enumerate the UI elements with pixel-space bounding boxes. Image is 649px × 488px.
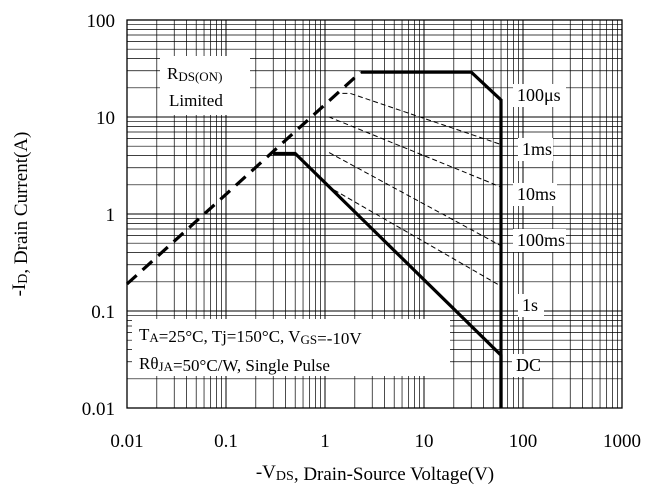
plot-frame: [126, 19, 623, 409]
curve-label-bg: [513, 229, 566, 252]
rds-on-limit-line: [125, 70, 362, 286]
curve-label-1ms: 1ms: [522, 139, 552, 159]
curve-1ms: [342, 92, 502, 145]
curve-DC: [273, 151, 503, 408]
y-tick-label: 1: [106, 205, 116, 226]
curve-1s: [326, 185, 502, 287]
x-tick-label: 0.1: [214, 431, 238, 452]
curve-label-DC: DC: [516, 355, 541, 375]
x-tick-label: 0.01: [110, 431, 143, 452]
conditions-bg: [132, 319, 450, 376]
axis-titles: -VDS, Drain-Source Voltage(V) -ID, Drain …: [9, 132, 494, 485]
x-axis-title: -VDS, Drain-Source Voltage(V): [256, 462, 494, 485]
curve-100us: [360, 70, 503, 408]
conditions-line1: TA=25°C, Tj=150°C, VGS=-10V: [139, 325, 362, 348]
y-tick-label: 10: [96, 108, 115, 129]
curve-label-1s: 1s: [522, 295, 538, 315]
rds-label-bg: [160, 56, 250, 115]
y-tick-label: 100: [87, 11, 116, 32]
x-tick-label: 100: [509, 431, 538, 452]
curve-label-100ms: 100ms: [517, 230, 565, 250]
soa-curves: [125, 70, 503, 408]
y-tick-label: 0.1: [91, 302, 115, 323]
x-tick-label: 10: [415, 431, 434, 452]
x-tick-label: 1: [320, 431, 330, 452]
annotations: RDS(ON) Limited TA=25°C, Tj=150°C, VGS=-10…: [132, 56, 450, 376]
y-tick-label: 0.01: [82, 399, 115, 420]
conditions-line2: RθJA=50°C/W, Single Pulse: [139, 354, 330, 375]
axis-ticks: 0.01 0.1 1 10 100 1000 0.01 0.1 1 10 100: [82, 11, 641, 452]
y-axis-title: -ID, Drain Current(A): [9, 132, 32, 297]
curve-label-10ms: 10ms: [517, 184, 556, 204]
rds-label-line2: Limited: [169, 91, 223, 110]
rds-label: RDS(ON): [167, 64, 222, 84]
curve-10ms: [320, 116, 502, 188]
curve-label-bg: [512, 354, 538, 377]
curve-label-bg: [518, 294, 544, 317]
curve-label-100us: 100μs: [517, 85, 561, 105]
curve-labels: 100μs 1ms 10ms 100ms 1s DC: [512, 84, 566, 377]
curve-label-bg: [513, 183, 557, 206]
curve-100ms: [328, 152, 502, 247]
curve-label-bg: [513, 84, 566, 107]
curve-label-bg: [518, 138, 553, 161]
x-tick-label: 1000: [603, 431, 641, 452]
